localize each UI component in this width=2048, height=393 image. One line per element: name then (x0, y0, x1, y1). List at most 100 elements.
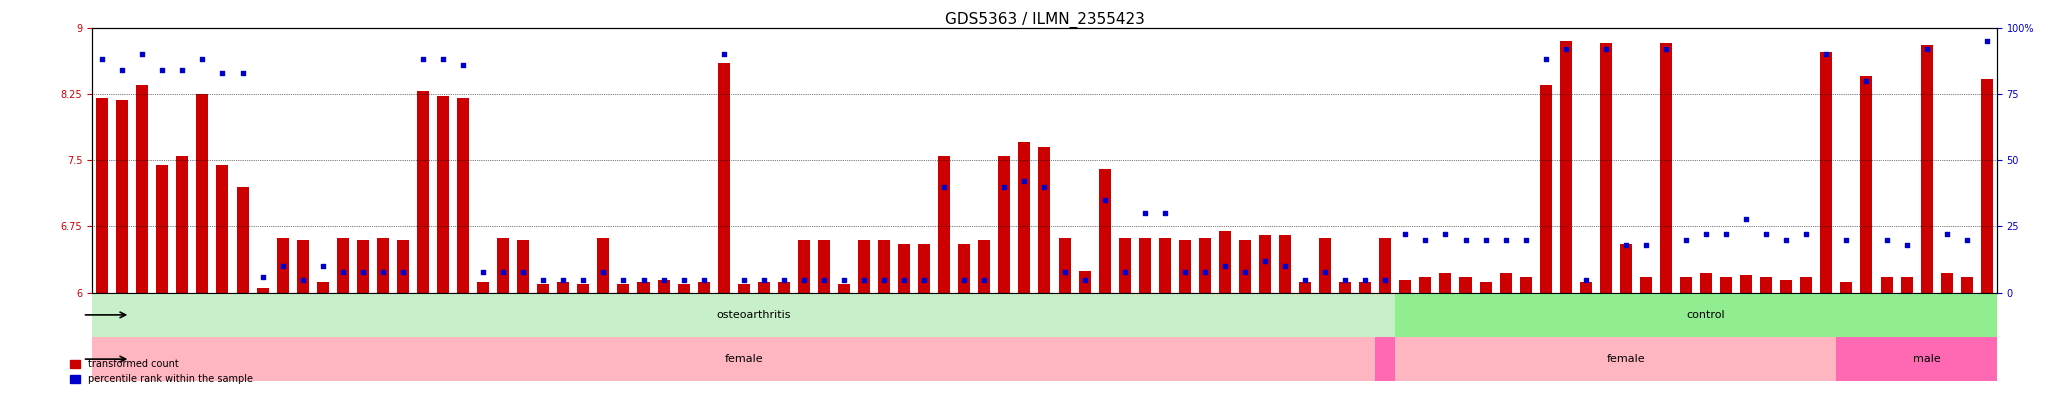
Bar (858, 240, 870, 293)
Point (848, 276, 881, 283)
Point (1649, 46, 1681, 52)
Bar (96, 98, 109, 293)
Bar (92, 337, 1376, 381)
Bar (436, 96, 449, 293)
Point (1831, 237, 1864, 243)
Point (426, 56, 459, 62)
Title: GDS5363 / ILMN_2355423: GDS5363 / ILMN_2355423 (944, 11, 1145, 28)
Point (1288, 276, 1321, 283)
Bar (197, 94, 209, 293)
Point (207, 70, 240, 76)
Point (1550, 46, 1583, 52)
Bar (1942, 274, 1952, 293)
Text: female: female (1606, 354, 1645, 364)
Text: control: control (1688, 310, 1724, 320)
Bar (1376, 337, 1395, 381)
Point (446, 61, 479, 68)
Bar (918, 244, 930, 293)
Bar (1280, 235, 1290, 293)
Bar (678, 284, 690, 293)
Point (1890, 242, 1923, 248)
Point (266, 263, 299, 269)
Point (1188, 268, 1221, 275)
Point (948, 276, 981, 283)
Point (1870, 237, 1903, 243)
Point (287, 276, 319, 283)
Bar (397, 240, 410, 293)
Point (1108, 268, 1141, 275)
Point (106, 67, 139, 73)
Point (186, 56, 219, 62)
Bar (1841, 282, 1853, 293)
Text: male: male (1913, 354, 1942, 364)
Bar (217, 165, 229, 293)
Bar (1139, 238, 1151, 293)
Point (1489, 237, 1522, 243)
Bar (518, 240, 528, 293)
Bar (1540, 85, 1552, 293)
Point (727, 276, 760, 283)
Bar (1599, 44, 1612, 293)
Bar (377, 238, 389, 293)
Bar (336, 238, 348, 293)
Bar (1219, 231, 1231, 293)
Point (1329, 276, 1362, 283)
Legend: transformed count, percentile rank within the sample: transformed count, percentile rank withi… (66, 356, 256, 388)
Bar (1700, 274, 1712, 293)
Bar (317, 282, 330, 293)
Bar (1018, 142, 1030, 293)
Bar (1239, 240, 1251, 293)
Bar (297, 240, 309, 293)
Bar (137, 85, 147, 293)
Bar (637, 282, 649, 293)
Bar (717, 63, 729, 293)
Bar (1821, 52, 1833, 293)
Point (1710, 231, 1743, 237)
Bar (1059, 238, 1071, 293)
Bar (979, 240, 991, 293)
Point (1630, 242, 1663, 248)
Point (1731, 215, 1763, 222)
Point (606, 276, 639, 283)
Point (408, 56, 440, 62)
Bar (1499, 274, 1511, 293)
Bar (1079, 271, 1092, 293)
Point (1368, 276, 1401, 283)
Bar (1800, 277, 1812, 293)
Bar (1620, 244, 1632, 293)
Point (487, 268, 520, 275)
Point (1149, 210, 1182, 216)
Bar (1837, 337, 1997, 381)
Point (1690, 231, 1722, 237)
Bar (778, 282, 791, 293)
Point (1569, 276, 1602, 283)
Bar (1360, 282, 1372, 293)
Bar (1901, 277, 1913, 293)
Point (807, 276, 840, 283)
Bar (1860, 76, 1872, 293)
Bar (616, 284, 629, 293)
Bar (758, 282, 770, 293)
Point (1128, 210, 1161, 216)
Bar (1118, 238, 1130, 293)
Bar (1679, 277, 1692, 293)
Bar (477, 282, 489, 293)
Bar (958, 244, 971, 293)
Point (326, 268, 358, 275)
Bar (1395, 337, 1837, 381)
Bar (537, 284, 549, 293)
Bar (1260, 235, 1272, 293)
Bar (1399, 279, 1411, 293)
Bar (1319, 238, 1331, 293)
Point (1049, 268, 1081, 275)
Point (225, 70, 258, 76)
Bar (1460, 277, 1473, 293)
Bar (176, 156, 188, 293)
Point (166, 67, 199, 73)
Bar (598, 238, 610, 293)
Point (1069, 276, 1102, 283)
Point (1087, 197, 1120, 203)
Bar (817, 240, 829, 293)
Point (1169, 268, 1202, 275)
Point (688, 276, 721, 283)
